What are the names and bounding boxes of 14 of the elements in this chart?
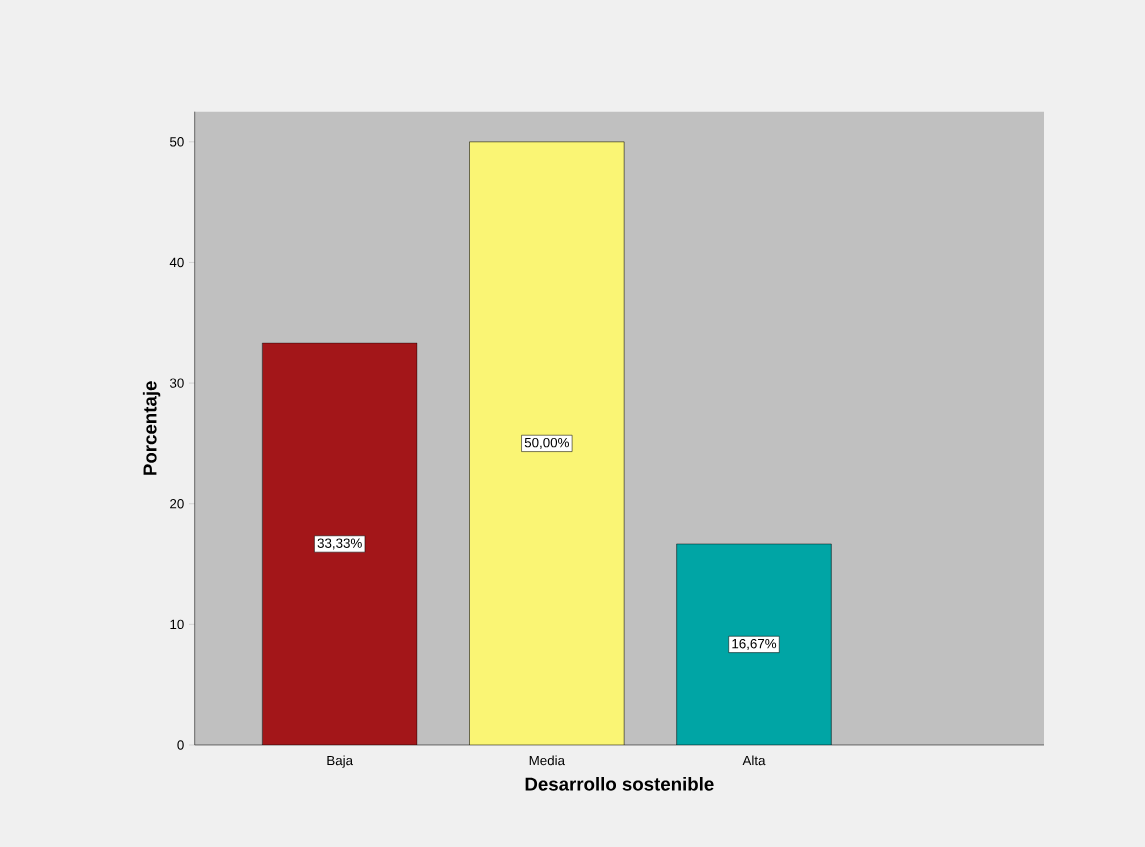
y-tick-label: 40	[169, 257, 184, 268]
y-tick-label: 10	[170, 619, 184, 630]
data-label: 33,33%	[317, 538, 362, 550]
y-tick-label: 20	[170, 499, 184, 509]
y-tick-label: 30	[169, 378, 184, 388]
x-tick-label: Media	[529, 755, 565, 766]
x-tick-label: Baja	[327, 755, 354, 768]
y-axis-title: Porcentaje	[142, 381, 161, 475]
y-tick-label: 50	[169, 137, 184, 147]
data-label: 50,00%	[524, 437, 569, 449]
x-axis-title: Desarrollo sostenible	[525, 776, 714, 791]
data-label: 16,67%	[732, 638, 777, 650]
x-tick-label: Alta	[742, 755, 766, 766]
y-tick-label: 0	[177, 740, 184, 750]
